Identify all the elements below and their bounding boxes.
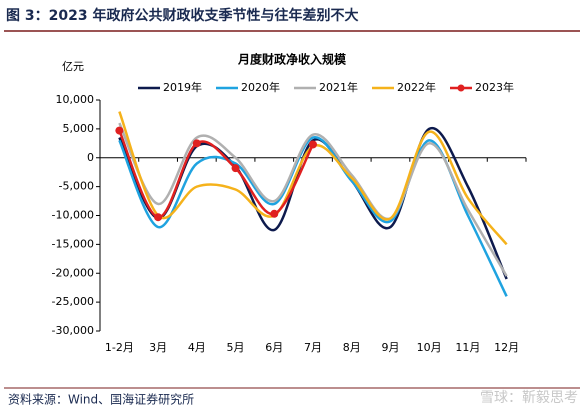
legend-label: 2022年 [397, 80, 436, 94]
x-tick-label: 4月 [188, 341, 206, 354]
x-tick-label: 10月 [417, 341, 442, 354]
x-tick-label: 8月 [343, 341, 361, 354]
y-tick-label: -10,000 [52, 209, 94, 222]
series-line [118, 111, 508, 246]
x-tick-label: 9月 [381, 341, 399, 354]
chart-title: 月度财政净收入规模 [237, 52, 347, 67]
legend-label: 2021年 [319, 80, 358, 94]
legend-label: 2019年 [163, 80, 202, 94]
x-tick-label: 12月 [494, 341, 519, 354]
y-tick-label: 10,000 [56, 93, 95, 106]
x-tick-label: 3月 [149, 341, 167, 354]
y-tick-label: 0 [87, 151, 94, 164]
series-marker [270, 209, 279, 218]
series-marker [192, 139, 201, 148]
series-line [118, 130, 315, 219]
y-tick-label: -5,000 [59, 180, 94, 193]
x-tick-label: 5月 [227, 341, 245, 354]
y-tick-label: -30,000 [52, 324, 94, 337]
watermark: 雪球：靳毅思考 [480, 389, 578, 406]
y-axis-label: 亿元 [62, 60, 84, 73]
source: 资料来源：Wind、国海证券研究所 [8, 392, 194, 407]
y-tick-label: -15,000 [52, 237, 94, 250]
y-tick-label: -20,000 [52, 266, 94, 279]
legend-label: 2020年 [241, 80, 280, 94]
x-tick-label: 6月 [265, 341, 283, 354]
series-marker [309, 140, 317, 149]
y-tick-label: -25,000 [52, 295, 94, 308]
series-marker [154, 213, 163, 222]
x-tick-label: 1-2月 [105, 341, 134, 354]
series-marker [115, 126, 124, 135]
header: 图 3：2023 年政府公共财政收支季节性与往年差别不大 [6, 7, 358, 24]
y-tick-label: 5,000 [63, 122, 95, 135]
x-tick-label: 11月 [455, 341, 480, 354]
x-tick-label: 7月 [304, 341, 322, 354]
legend-marker [457, 84, 465, 92]
legend-label: 2023年 [475, 80, 514, 94]
series-marker [231, 164, 240, 173]
series-line [118, 122, 508, 277]
